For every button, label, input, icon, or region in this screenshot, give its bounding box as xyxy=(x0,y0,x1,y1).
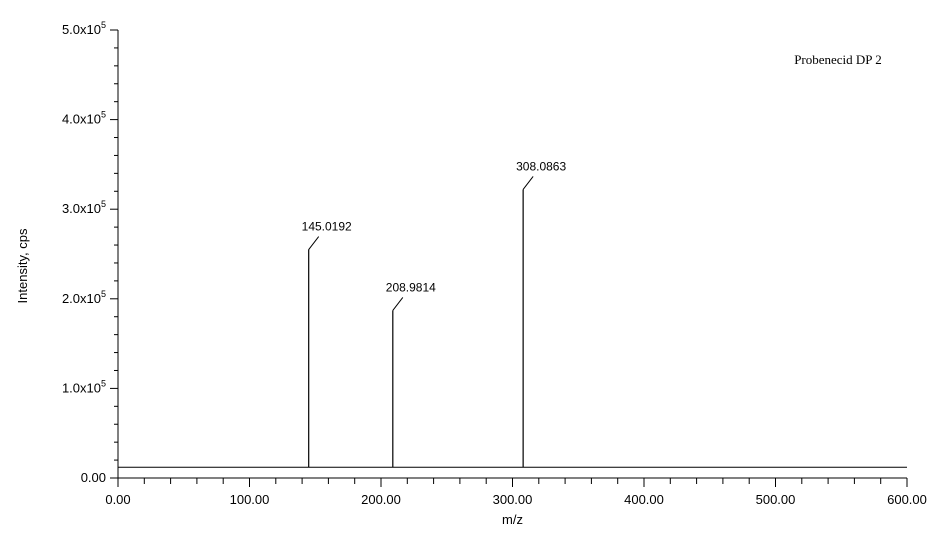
x-tick-label: 200.00 xyxy=(361,492,401,507)
x-axis-ticks: 0.00 100.00 200.00 300.00 400.00 500.00 600.00 xyxy=(105,478,927,507)
peak-leader xyxy=(392,297,404,311)
y-tick-label: 5.0x105 xyxy=(62,20,106,37)
y-axis-title: Intensity, cps xyxy=(15,228,30,303)
peak-label: 308.0863 xyxy=(516,159,566,173)
x-tick-label: 100.00 xyxy=(230,492,270,507)
axes xyxy=(117,30,907,482)
peak-label: 145.0192 xyxy=(302,220,352,234)
x-tick-label: 300.00 xyxy=(493,492,533,507)
annotation-label: Probenecid DP 2 xyxy=(794,52,882,67)
y-tick-label: 3.0x105 xyxy=(62,199,106,216)
x-axis-title: m/z xyxy=(502,512,523,527)
y-axis-ticks: 0.00 1.0x105 2.0x105 3.0x105 4.0x105 5.0x105 xyxy=(62,20,118,485)
x-tick-label: 0.00 xyxy=(105,492,130,507)
y-tick-label: 4.0x105 xyxy=(62,110,106,127)
x-tick-label: 600.00 xyxy=(887,492,927,507)
y-tick-label: 1.0x105 xyxy=(62,378,106,395)
y-tick-label: 2.0x105 xyxy=(62,289,106,306)
x-tick-label: 500.00 xyxy=(756,492,796,507)
peaks: 145.0192 208.9814 308.0863 xyxy=(118,159,907,468)
peak-label: 208.9814 xyxy=(386,280,436,294)
peak-leader xyxy=(522,176,534,190)
y-tick-label: 0.00 xyxy=(81,470,106,485)
x-tick-label: 400.00 xyxy=(624,492,664,507)
peak-leader xyxy=(308,236,320,250)
